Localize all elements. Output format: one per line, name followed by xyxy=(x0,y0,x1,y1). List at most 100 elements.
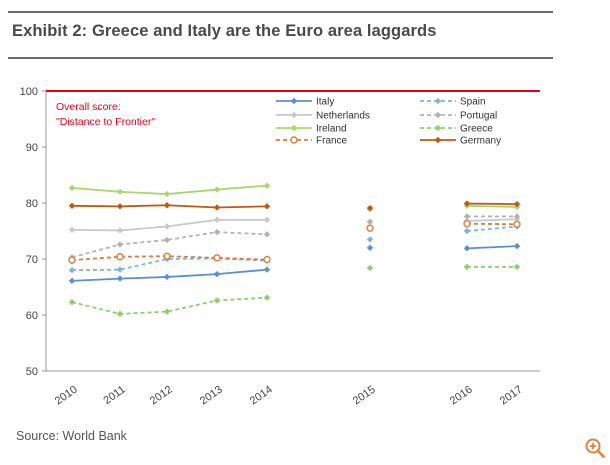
data-point xyxy=(213,186,221,193)
series-line-germany xyxy=(466,202,518,206)
data-point xyxy=(513,263,521,271)
data-point xyxy=(263,294,271,301)
data-point xyxy=(263,203,271,210)
legend-item-greece: Greece xyxy=(420,124,493,135)
zoom-in-button[interactable] xyxy=(584,437,606,459)
series-greece xyxy=(68,263,521,318)
annotation-line-1: Overall score: xyxy=(56,101,121,113)
data-point xyxy=(163,236,171,244)
series-portugal xyxy=(68,213,521,261)
legend-item-portugal: Portugal xyxy=(420,111,497,122)
data-point xyxy=(463,220,471,228)
data-point xyxy=(68,226,76,234)
data-point xyxy=(290,111,298,119)
data-point xyxy=(290,124,298,132)
data-point xyxy=(116,227,124,234)
data-point xyxy=(434,97,442,105)
x-tick-label: 2017 xyxy=(498,384,525,408)
data-point xyxy=(366,236,374,243)
legend-label: Italy xyxy=(316,97,334,108)
x-tick-label: 2011 xyxy=(101,384,127,407)
data-point xyxy=(116,188,124,195)
series-line-france xyxy=(466,222,518,226)
legend-item-spain: Spain xyxy=(420,97,486,108)
x-tick-label: 2014 xyxy=(248,384,275,408)
data-point xyxy=(68,267,76,274)
data-point xyxy=(366,244,374,251)
data-point xyxy=(213,297,221,304)
legend-label: Germany xyxy=(460,136,501,147)
series-line-spain xyxy=(466,225,518,232)
data-point xyxy=(290,97,298,105)
data-point xyxy=(463,245,471,252)
x-tick-label: 2010 xyxy=(53,384,80,408)
series-line-greece xyxy=(71,296,268,315)
series-line-portugal xyxy=(71,231,268,259)
data-point xyxy=(163,252,171,260)
data-point xyxy=(213,270,221,278)
data-point xyxy=(366,264,374,272)
series-netherlands xyxy=(68,216,521,234)
legend-label: Greece xyxy=(460,124,493,135)
chart-area: 50 60 70 80 90 100 2010 2011 2012 2013 2014 2015 201… xyxy=(20,86,540,408)
data-point xyxy=(434,136,442,144)
series-germany xyxy=(68,200,521,212)
data-point xyxy=(366,204,374,212)
series-line-netherlands xyxy=(71,218,267,232)
series-line-ireland xyxy=(71,184,268,195)
data-point xyxy=(263,266,271,273)
data-point xyxy=(513,220,521,228)
data-point xyxy=(116,203,124,210)
data-point xyxy=(68,298,76,306)
series-line-netherlands xyxy=(466,218,518,222)
data-point xyxy=(463,213,471,220)
title-divider xyxy=(8,57,553,59)
data-point xyxy=(463,200,471,207)
data-point xyxy=(263,182,271,189)
series-line-ireland xyxy=(466,204,518,208)
data-point xyxy=(163,202,171,209)
legend-label: Spain xyxy=(460,97,486,108)
data-point xyxy=(434,124,442,132)
legend-label: Netherlands xyxy=(316,111,370,122)
data-point xyxy=(68,277,76,285)
series-line-italy xyxy=(466,245,518,250)
series-line-france xyxy=(71,255,268,262)
x-tick-label: 2015 xyxy=(351,384,378,408)
source-note: Source: World Bank xyxy=(16,429,127,443)
legend-item-netherlands: Netherlands xyxy=(276,111,370,122)
data-point xyxy=(513,213,521,220)
data-point xyxy=(513,200,521,208)
data-point xyxy=(290,136,298,144)
series-spain xyxy=(68,223,521,274)
y-tick-label: 80 xyxy=(26,198,38,210)
legend-label: Portugal xyxy=(460,111,497,122)
series-italy xyxy=(68,242,521,285)
x-tick-label: 2012 xyxy=(148,384,175,408)
y-tick-label: 70 xyxy=(26,254,38,266)
series-france xyxy=(68,220,521,264)
x-tick-label: 2016 xyxy=(448,384,475,408)
data-point xyxy=(163,223,171,230)
data-point xyxy=(463,263,471,271)
series-line-italy xyxy=(71,268,268,282)
data-point xyxy=(366,218,374,226)
y-tick-label: 50 xyxy=(26,366,38,378)
zoom-in-icon xyxy=(585,438,605,458)
series-ireland xyxy=(68,182,521,213)
data-point xyxy=(116,275,124,282)
data-point xyxy=(116,310,124,318)
data-point xyxy=(263,231,271,238)
legend-label: France xyxy=(316,136,348,147)
legend-item-italy: Italy xyxy=(276,97,334,108)
data-point xyxy=(213,254,221,262)
x-tick-label: 2013 xyxy=(198,384,225,408)
data-point xyxy=(263,255,271,264)
data-point xyxy=(116,241,124,248)
legend-item-france: France xyxy=(276,136,348,147)
data-point xyxy=(68,256,76,264)
exhibit-title: Exhibit 2: Greece and Italy are the Euro… xyxy=(12,22,437,40)
data-point xyxy=(116,266,124,273)
data-point xyxy=(213,216,221,223)
